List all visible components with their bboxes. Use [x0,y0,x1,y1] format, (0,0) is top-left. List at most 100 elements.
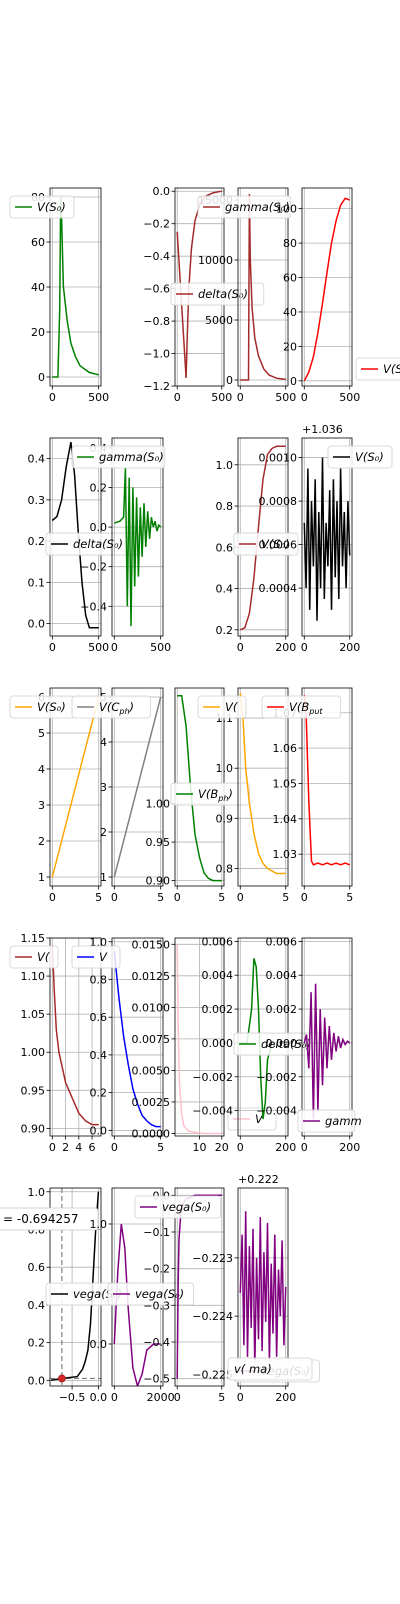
y-tick-label: −0.002 [192,1071,233,1084]
series-line [51,441,99,629]
y-tick-label: −0.224 [192,1310,233,1323]
y-tick-label: 0.006 [202,935,234,948]
y-tick-label: −0.002 [256,1071,297,1084]
y-tick-label: 1 [38,871,45,884]
legend-box [197,695,247,719]
y-tick-label: 0.0 [28,1374,46,1387]
x-tick-label: 5 [346,891,353,904]
series-line [176,190,222,378]
x-tick-label: 2 [62,1141,69,1154]
y-tick-label: 0.2 [216,624,234,637]
y-tick-label: 0.0 [90,1338,108,1351]
legend-label: delta(S₀) [73,537,123,551]
y-tick-label: 0.000 [266,1037,298,1050]
y-tick-label: −0.2 [143,1263,170,1276]
y-tick-label: −0.004 [256,1105,297,1118]
x-tick-label: 5 [218,1391,225,1404]
y-tick-label: 0.95 [146,836,171,849]
legend: delta(S₀) [45,532,140,556]
legend-label: V(S₀) [37,700,66,714]
y-tick-label: 0.9 [216,812,234,825]
x-tick-label: 0 [237,891,244,904]
y-tick-label: 1.0 [216,762,234,775]
y-tick-label: 0.4 [28,453,46,466]
x-tick-label: 0 [237,391,244,404]
legend-label: V(S₀) [261,537,290,551]
axes-frame [237,1187,289,1387]
y-tick-label: 10000 [198,254,233,267]
y-tick-label: 60 [283,272,297,285]
y-tick-label: 4 [100,736,107,749]
subplot-0-2: 0500050001000015000gamma(S₀) [197,187,296,404]
y-tick-label: 0.4 [28,1299,46,1312]
y-tick-label: 5000 [205,314,233,327]
subplot-2-2: 0 50.900.951.00V(Bph) [146,687,250,904]
x-tick-label: 0 [301,391,308,404]
subplot-3-0: 0 2 4 6 0.90 0.95 1.00 1.05 1.10 1.15 V( [9,932,102,1154]
legend: vega(S₀) [107,1282,194,1306]
legend: V(Bph) [170,782,250,806]
x-tick-label: 500 [88,641,109,654]
x-tick-label: 0 [301,1141,308,1154]
legend-label: V [99,950,108,964]
legend-box [71,945,121,969]
y-tick-label: 5 [38,727,45,740]
series-line [52,196,99,378]
y-tick-label: 1.00 [146,798,171,811]
x-tick-label: 500 [211,391,232,404]
y-tick-label: 0.0 [153,185,171,198]
annotation-text: = -0.694257 [3,1212,78,1226]
x-tick-label: 500 [339,391,360,404]
y-tick-label: 1.0 [90,1218,108,1231]
x-tick-label: 0 [301,891,308,904]
y-tick-label: 0 [226,374,233,387]
y-tick-label: 0 [38,371,45,384]
y-tick-label: 1.10 [21,970,46,983]
x-tick-label: 4 [75,1141,82,1154]
y-tick-label: 0.95 [21,1084,46,1097]
x-tick-label: 0 [49,891,56,904]
legend-label: v( ma) [234,1362,272,1376]
y-tick-label: 0.0000 [132,1127,171,1140]
subplot-0-3: 0 500 0 20 40 60 80 100 V(S₀) [276,187,400,404]
legend: V(S₀) [233,532,299,556]
x-tick-label: 0 [237,1391,244,1404]
legend-box [233,532,299,556]
subplot-3-3: 0 200−0.004−0.0020.0000.0020.0040.006delt… [192,935,328,1154]
y-tick-label: 20 [283,340,297,353]
legend-secondary: v( ma) [227,1357,313,1381]
series-line [303,695,350,866]
series-line [113,951,161,1128]
legend-box [327,445,393,469]
legend-label: V( [37,950,50,964]
y-tick-label: 0.6 [90,1011,108,1024]
legend-label: delta(S₀) [261,1037,311,1051]
subplot-3-4: 0 200 −0.004 −0.002 0.000 0.002 0.004 0.006 gamm [256,935,361,1154]
axes-frame [111,437,164,637]
y-tick-label: 0.4 [90,1049,108,1062]
legend-label: V [255,1112,264,1126]
series-line [50,1191,100,1382]
legend-box [355,357,400,381]
legend-label: V( [225,700,238,714]
y-tick-label: 0.6 [28,1261,46,1274]
x-tick-label: 200 [275,1141,296,1154]
series-line [239,1211,287,1369]
y-tick-label: 40 [283,306,297,319]
x-tick-label: 0 [111,641,118,654]
x-tick-label: 500 [88,391,109,404]
subplot-0-0: 0500020406080V(S₀) [9,187,109,404]
x-tick-label: 0.0 [90,1391,108,1404]
axes-frame [301,187,353,387]
legend-box [107,1282,194,1306]
legend-box [134,1195,221,1219]
y-tick-label: −0.2 [80,561,107,574]
series-line [176,944,222,1135]
annotation: = -0.694257 [0,1207,99,1231]
y-tick-label: 0.004 [266,969,298,982]
x-tick-label: 0 [174,891,181,904]
y-tick-label: 1.05 [273,777,298,790]
legend-label: vega(S₀) [135,1287,184,1301]
